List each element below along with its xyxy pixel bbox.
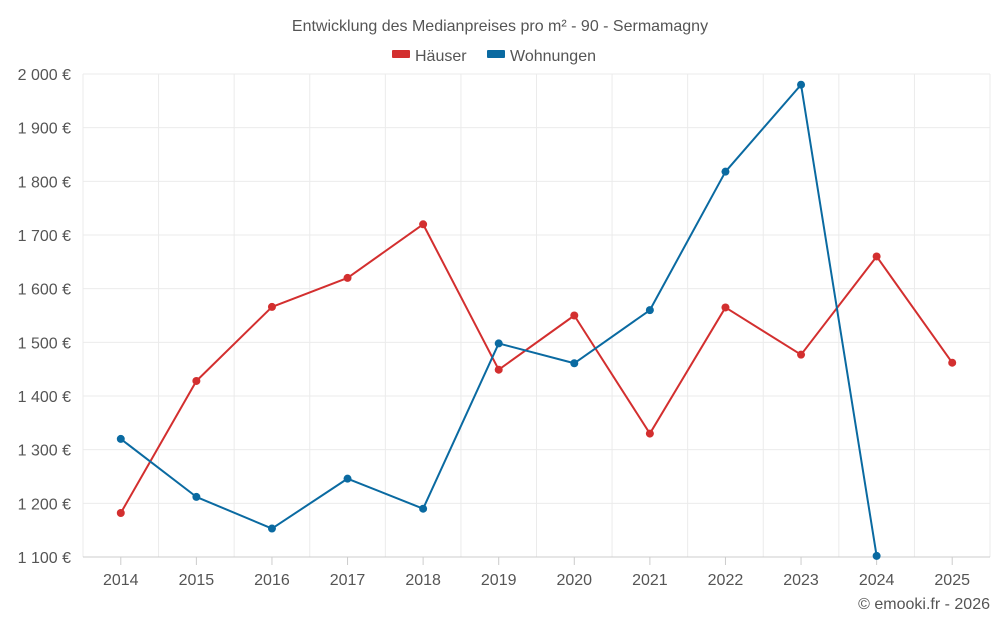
data-point-2019[interactable]: [494, 365, 503, 374]
data-point-2021[interactable]: [645, 429, 654, 438]
y-tick-label: 1 300 €: [18, 443, 71, 460]
y-tick-label: 1 700 €: [18, 228, 71, 245]
y-tick-label: 1 400 €: [18, 389, 71, 406]
x-tick-label: 2018: [405, 572, 441, 589]
data-point-2022[interactable]: [721, 167, 730, 176]
data-point-2022[interactable]: [721, 303, 730, 312]
y-tick-label: 1 900 €: [18, 121, 71, 138]
data-point-2019[interactable]: [494, 339, 503, 348]
legend-swatch: [392, 50, 410, 58]
x-tick-label: 2025: [934, 572, 970, 589]
data-point-2016[interactable]: [267, 302, 276, 311]
y-tick-label: 1 200 €: [18, 496, 71, 513]
data-point-2023[interactable]: [797, 350, 806, 359]
x-tick-label: 2017: [330, 572, 366, 589]
data-point-2014[interactable]: [116, 434, 125, 443]
y-tick-label: 2 000 €: [18, 67, 71, 84]
data-point-2016[interactable]: [267, 524, 276, 533]
legend-label[interactable]: Häuser: [415, 48, 467, 65]
x-tick-label: 2023: [783, 572, 819, 589]
data-point-2024[interactable]: [872, 551, 881, 560]
grid: [82, 73, 991, 558]
x-tick-label: 2022: [708, 572, 744, 589]
credit-text: © emooki.fr - 2026: [858, 596, 990, 613]
data-point-2017[interactable]: [343, 474, 352, 483]
data-point-2014[interactable]: [116, 508, 125, 517]
series-wohnungen: [116, 80, 881, 560]
data-point-2018[interactable]: [419, 504, 428, 513]
legend-swatch: [487, 50, 505, 58]
legend-label[interactable]: Wohnungen: [510, 48, 596, 65]
data-point-2024[interactable]: [872, 252, 881, 261]
data-point-2018[interactable]: [419, 220, 428, 229]
y-tick-label: 1 600 €: [18, 282, 71, 299]
y-tick-label: 1 100 €: [18, 550, 71, 567]
data-point-2020[interactable]: [570, 359, 579, 368]
x-tick-label: 2015: [179, 572, 215, 589]
data-point-2015[interactable]: [192, 492, 201, 501]
data-point-2025[interactable]: [948, 358, 957, 367]
data-point-2021[interactable]: [645, 306, 654, 315]
series-häuser: [116, 220, 957, 517]
x-tick-label: 2019: [481, 572, 517, 589]
data-point-2015[interactable]: [192, 376, 201, 385]
y-axis: 1 100 € 1 200 € 1 300 € 1 400 € 1 500 € 1 600…: [18, 67, 71, 567]
data-point-2017[interactable]: [343, 273, 352, 282]
x-axis: 2014 2015 2016 2017 2018 2019 2020 2021 2022 2023…: [103, 557, 970, 589]
y-tick-label: 1 800 €: [18, 174, 71, 191]
x-tick-label: 2016: [254, 572, 290, 589]
plot-area: [116, 80, 957, 560]
series-line: [119, 223, 954, 514]
x-tick-label: 2014: [103, 572, 139, 589]
y-tick-label: 1 500 €: [18, 335, 71, 352]
x-tick-label: 2021: [632, 572, 668, 589]
legend: Häuser Wohnungen: [392, 48, 596, 65]
data-point-2023[interactable]: [797, 80, 806, 89]
data-point-2020[interactable]: [570, 311, 579, 320]
chart-title: Entwicklung des Medianpreises pro m² - 9…: [292, 18, 708, 35]
x-tick-label: 2020: [556, 572, 592, 589]
x-tick-label: 2024: [859, 572, 895, 589]
